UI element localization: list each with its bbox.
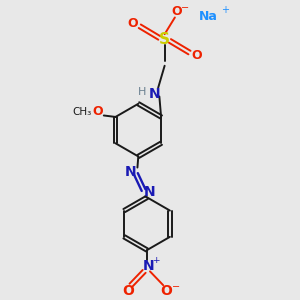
Text: O: O <box>122 284 134 298</box>
Text: O: O <box>128 17 138 30</box>
Text: O: O <box>160 284 172 298</box>
Text: O: O <box>172 5 182 18</box>
Text: N: N <box>144 185 155 200</box>
Text: +: + <box>220 5 229 15</box>
Text: N: N <box>143 259 154 273</box>
Text: O: O <box>191 49 202 62</box>
Text: −: − <box>181 3 189 13</box>
Text: Na: Na <box>199 10 218 22</box>
Text: O: O <box>93 105 103 118</box>
Text: +: + <box>152 256 160 265</box>
Text: H: H <box>138 87 146 97</box>
Text: CH₃: CH₃ <box>72 107 92 117</box>
Text: N: N <box>124 165 136 178</box>
Text: N: N <box>148 86 160 100</box>
Text: −: − <box>172 282 180 292</box>
Text: S: S <box>159 32 170 47</box>
